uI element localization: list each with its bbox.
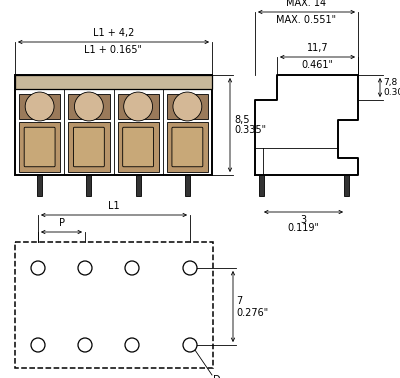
Bar [167, 94, 208, 119]
Text: 8,5: 8,5 [234, 115, 250, 125]
Circle shape [31, 261, 45, 275]
Circle shape [25, 92, 54, 121]
Text: 0.461": 0.461" [302, 60, 334, 70]
Circle shape [78, 338, 92, 352]
Bar [19, 94, 60, 119]
Text: MAX. 14: MAX. 14 [286, 0, 326, 8]
Bar [68, 122, 110, 172]
Text: 3: 3 [300, 215, 306, 225]
FancyBboxPatch shape [24, 127, 55, 167]
Circle shape [124, 92, 152, 121]
Text: 0.276": 0.276" [236, 307, 268, 318]
Text: L1: L1 [108, 201, 120, 211]
FancyBboxPatch shape [74, 127, 104, 167]
Circle shape [183, 261, 197, 275]
Text: D: D [213, 375, 221, 378]
Circle shape [183, 338, 197, 352]
Bar [167, 122, 208, 172]
Bar [185, 175, 190, 196]
Bar [118, 94, 159, 119]
Text: 0.305": 0.305" [383, 88, 400, 97]
Circle shape [125, 338, 139, 352]
Text: 7: 7 [236, 296, 242, 305]
Text: P: P [58, 218, 64, 228]
Bar [136, 175, 141, 196]
Polygon shape [255, 75, 358, 175]
Bar [15, 75, 212, 89]
FancyBboxPatch shape [172, 127, 203, 167]
Text: 0.119": 0.119" [288, 223, 320, 233]
Text: 7,8: 7,8 [383, 78, 397, 87]
Bar [86, 175, 91, 196]
Bar [19, 122, 60, 172]
Text: L1 + 4,2: L1 + 4,2 [93, 28, 134, 38]
Bar [118, 122, 159, 172]
Text: 0.335": 0.335" [234, 125, 266, 135]
Circle shape [31, 338, 45, 352]
FancyBboxPatch shape [123, 127, 154, 167]
Text: L1 + 0.165": L1 + 0.165" [84, 45, 142, 55]
Bar [258, 175, 264, 196]
Circle shape [78, 261, 92, 275]
Bar [15, 242, 213, 368]
Bar [68, 94, 110, 119]
Circle shape [125, 261, 139, 275]
Text: 11,7: 11,7 [307, 43, 328, 53]
Bar [37, 175, 42, 196]
Bar [15, 75, 212, 175]
Circle shape [74, 92, 103, 121]
Circle shape [173, 92, 202, 121]
Bar [344, 175, 348, 196]
Text: MAX. 0.551": MAX. 0.551" [276, 15, 336, 25]
